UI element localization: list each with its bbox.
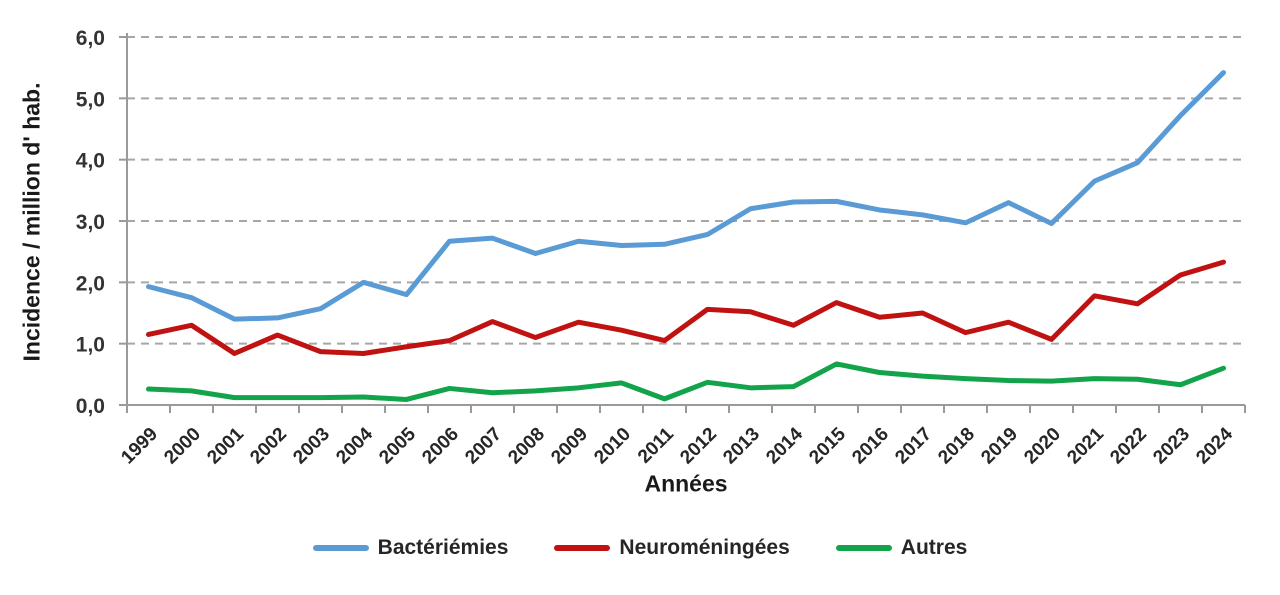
x-tick-label: 2002 — [246, 424, 291, 469]
x-tick-label: 2021 — [1063, 423, 1108, 468]
y-tick-label: 4,0 — [76, 150, 105, 173]
x-tick-label: 2014 — [762, 423, 807, 468]
x-tick-label: 2012 — [676, 424, 721, 469]
y-tick-label: 2,0 — [76, 272, 105, 295]
x-tick-label: 2006 — [418, 424, 463, 469]
x-axis-title: Années — [644, 470, 728, 497]
x-tick-label: 2019 — [977, 424, 1022, 469]
y-tick-label: 1,0 — [76, 334, 105, 357]
y-tick-label: 6,0 — [76, 27, 105, 50]
y-tick-label: 3,0 — [76, 211, 105, 234]
x-tick-label: 2011 — [634, 423, 678, 467]
x-tick-label: 2004 — [332, 423, 377, 468]
legend-item-neuromeningees: Neuroméningées — [554, 536, 790, 560]
legend-line-swatch-neuromeningees — [554, 545, 611, 551]
legend-line-swatch-bacteriemies — [312, 545, 369, 551]
series-line-autres — [146, 361, 1226, 402]
x-tick-label: 2007 — [461, 424, 506, 469]
x-tick-label: 2013 — [719, 424, 764, 469]
x-tick-label: 2001 — [203, 423, 248, 468]
x-tick-label: 2000 — [160, 424, 205, 469]
x-tick-label: 2015 — [805, 423, 850, 468]
legend-label-autres: Autres — [900, 536, 968, 559]
legend-item-autres: Autres — [835, 536, 968, 560]
x-tick-label: 2022 — [1106, 424, 1151, 469]
x-tick-label: 2018 — [934, 424, 979, 469]
x-tick-label: 2003 — [289, 424, 334, 469]
legend: Bactériémies Neuroméningées Autres — [0, 536, 1280, 560]
y-tick-label: 0,0 — [76, 395, 105, 418]
x-tick-label: 2016 — [848, 424, 893, 469]
series-line-bactériémies — [146, 70, 1226, 322]
y-tick-label: 5,0 — [76, 88, 105, 111]
series-line-neuroméningées — [146, 259, 1226, 356]
x-tick-label: 2008 — [504, 424, 549, 469]
legend-label-neuromeningees: Neuroméningées — [619, 536, 790, 559]
x-tick-label: 1999 — [117, 424, 162, 469]
x-tick-label: 2017 — [891, 424, 936, 469]
legend-line-swatch-autres — [835, 545, 892, 551]
x-tick-label: 2024 — [1192, 423, 1237, 468]
x-tick-label: 2005 — [375, 423, 420, 468]
x-tick-label: 2010 — [590, 424, 635, 469]
x-tick-label: 2009 — [547, 424, 592, 469]
x-tick-label: 2023 — [1149, 424, 1194, 469]
x-tick-label: 2020 — [1020, 424, 1065, 469]
legend-label-bacteriemies: Bactériémies — [377, 536, 509, 559]
y-axis-title: Incidence / million d' hab. — [18, 82, 45, 362]
legend-item-bacteriemies: Bactériémies — [312, 536, 509, 560]
